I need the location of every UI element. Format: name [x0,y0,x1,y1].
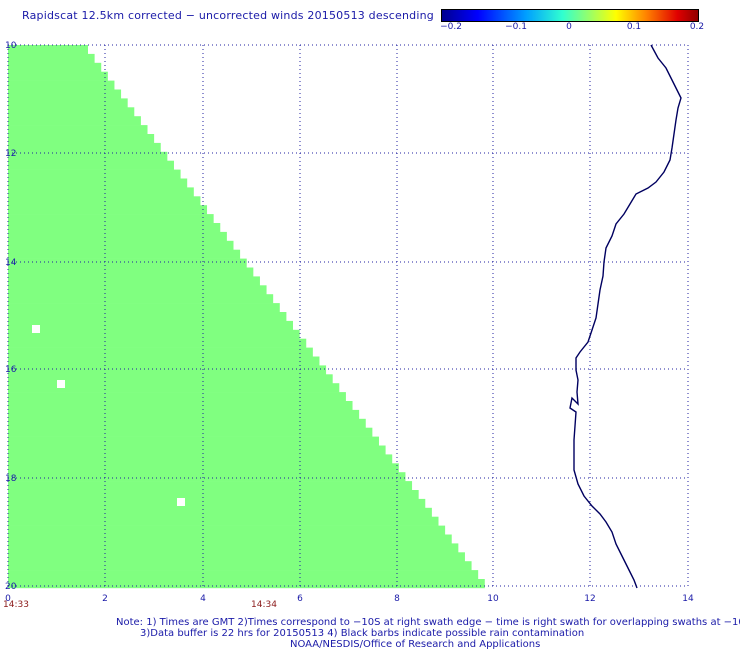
x-tick-label: 8 [394,594,400,604]
swath-row [8,338,307,348]
x-tick-label: 14 [682,594,694,604]
axis-labels: 0 2 4 6 8 10 12 14 10 12 14 16 18 20 [5,41,694,604]
swath-row [8,267,254,277]
x-tick-label: 4 [200,594,206,604]
swath-row [8,570,479,580]
swath-row [8,347,313,357]
swath-row [8,134,155,144]
colorbar-label: −0.1 [505,22,527,32]
swath-row [8,436,379,446]
swath-gap [32,325,40,333]
colorbar-label: −0.2 [440,22,462,32]
swath-row [8,294,274,304]
swath-row [8,516,439,526]
swath-row [8,561,472,571]
swath-row [8,418,366,428]
swath-row [8,320,294,331]
colorbar [441,9,699,22]
colorbar-label: 0.1 [626,22,642,32]
swath-row [8,249,241,259]
swath-row [8,53,95,64]
swath-row [8,329,300,339]
swath-row [8,445,386,455]
swath-row [8,427,373,437]
swath-row [8,45,88,55]
note-line-1: Note: 1) Times are GMT 2)Times correspon… [116,617,740,628]
x-tick-label: 10 [487,594,499,604]
swath-row [8,365,327,375]
swath-row [8,401,353,411]
y-tick-label: 12 [5,149,16,159]
swath-row [8,62,102,72]
swath-row [8,125,148,135]
x-tick-label: 12 [584,594,595,604]
swath-row [8,107,135,117]
swath-row [8,543,459,553]
swath-row [8,178,188,188]
swath-row [8,116,141,126]
swath-row [8,71,108,81]
map-title: Rapidscat 12.5km corrected − uncorrected… [22,9,434,22]
swath-row [8,579,485,589]
swath-row [8,534,452,544]
time-label: 14:34 [251,600,277,610]
note-line-2: 3)Data buffer is 22 hrs for 20150513 4) … [140,628,585,639]
swath-row [8,312,287,322]
swath-row [8,481,413,491]
swath-row [8,169,181,179]
swath-row [8,383,340,393]
swath-gap [57,380,65,388]
lat-lon-grid [7,44,689,587]
colorbar-label: 0.2 [689,22,705,32]
swath-row [8,89,122,99]
swath-row [8,187,194,197]
y-tick-label: 14 [5,258,17,268]
swath-row [8,98,128,108]
swath-row [8,472,406,482]
swath-row [8,205,208,215]
swath-cells [8,45,485,589]
y-tick-label: 20 [5,582,17,592]
time-label: 14:33 [3,600,29,610]
swath-row [8,151,168,161]
y-tick-label: 16 [5,365,17,375]
x-tick-label: 2 [102,594,108,604]
swath-gap [177,498,185,506]
swath-row [8,490,419,500]
swath-row [8,196,201,206]
swath-row [8,409,360,420]
swath-row [8,160,174,170]
colorbar-label: 0 [566,22,572,32]
swath-row [8,303,280,313]
swath-row [8,258,247,268]
swath-row [8,552,465,562]
swath-row [8,142,161,153]
swath-row [8,231,227,242]
swath-row [8,507,432,517]
swath-row [8,498,426,509]
y-tick-label: 18 [5,474,17,484]
swath-row [8,223,221,233]
swath-row [8,525,446,535]
y-tick-label: 10 [5,41,17,51]
swath-row [8,463,399,473]
swath-row [8,80,115,90]
x-tick-label: 6 [297,594,303,604]
swath-row [8,285,267,295]
swath-row [8,374,333,384]
note-line-3: NOAA/NESDIS/Office of Research and Appli… [290,639,541,650]
x-tick-label: 0 [5,594,11,604]
swath-row [8,240,234,250]
swath-row [8,356,320,366]
swath-row [8,454,393,464]
swath-row [8,214,214,224]
coastline [569,44,682,589]
swath-row [8,392,346,402]
swath-row [8,276,260,286]
